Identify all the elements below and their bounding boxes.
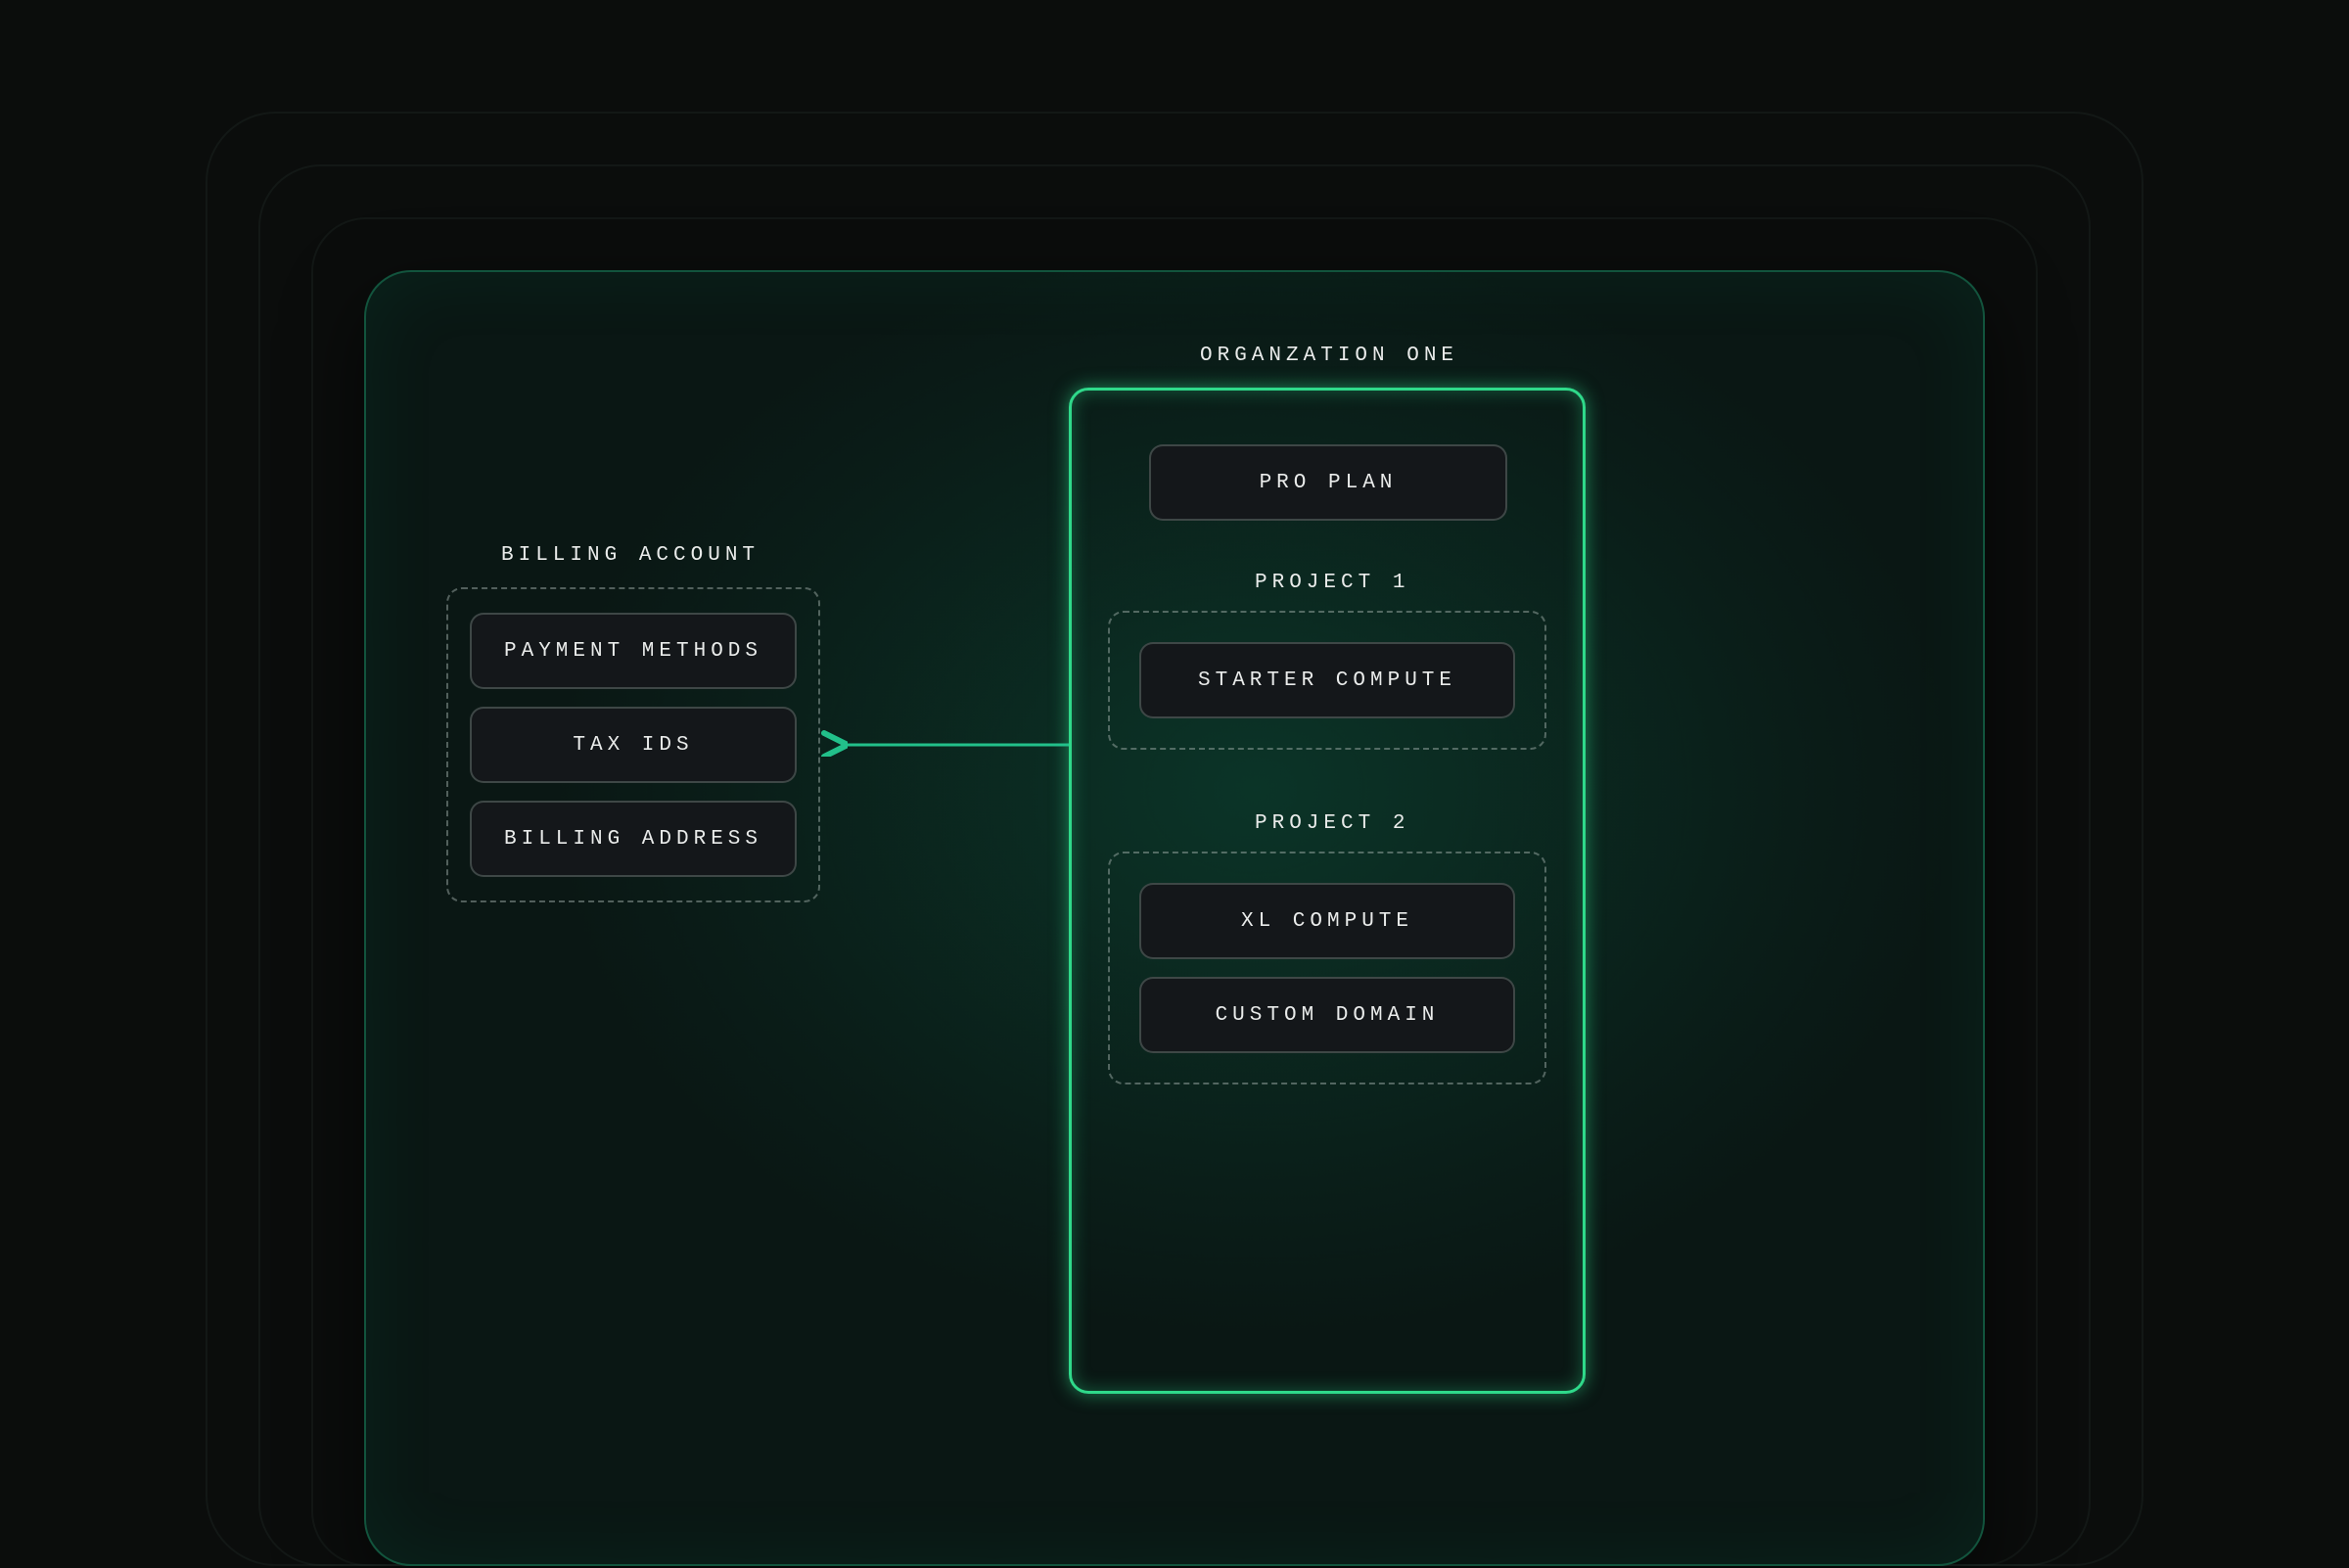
billing-item-label: PAYMENT METHODS	[504, 640, 762, 663]
project1-item-label: STARTER COMPUTE	[1198, 669, 1456, 692]
diagram-panel: BILLING ACCOUNT PAYMENT METHODS TAX IDS …	[364, 270, 1985, 1566]
organization-title: ORGANZATION ONE	[1200, 345, 1458, 367]
billing-item-payment-methods: PAYMENT METHODS	[470, 613, 797, 689]
billing-title: BILLING ACCOUNT	[501, 544, 760, 567]
project2-item-xl-compute: XL COMPUTE	[1139, 883, 1515, 959]
project1-title: PROJECT 1	[1255, 572, 1409, 594]
billing-item-label: BILLING ADDRESS	[504, 828, 762, 851]
project2-item-label: CUSTOM DOMAIN	[1216, 1004, 1440, 1027]
project1-item-starter-compute: STARTER COMPUTE	[1139, 642, 1515, 718]
billing-item-tax-ids: TAX IDS	[470, 707, 797, 783]
billing-item-label: TAX IDS	[573, 734, 693, 757]
org-plan-label: PRO PLAN	[1260, 472, 1398, 494]
org-plan: PRO PLAN	[1149, 444, 1507, 521]
billing-item-billing-address: BILLING ADDRESS	[470, 801, 797, 877]
project2-item-custom-domain: CUSTOM DOMAIN	[1139, 977, 1515, 1053]
project2-item-label: XL COMPUTE	[1241, 910, 1413, 933]
project2-title: PROJECT 2	[1255, 812, 1409, 835]
